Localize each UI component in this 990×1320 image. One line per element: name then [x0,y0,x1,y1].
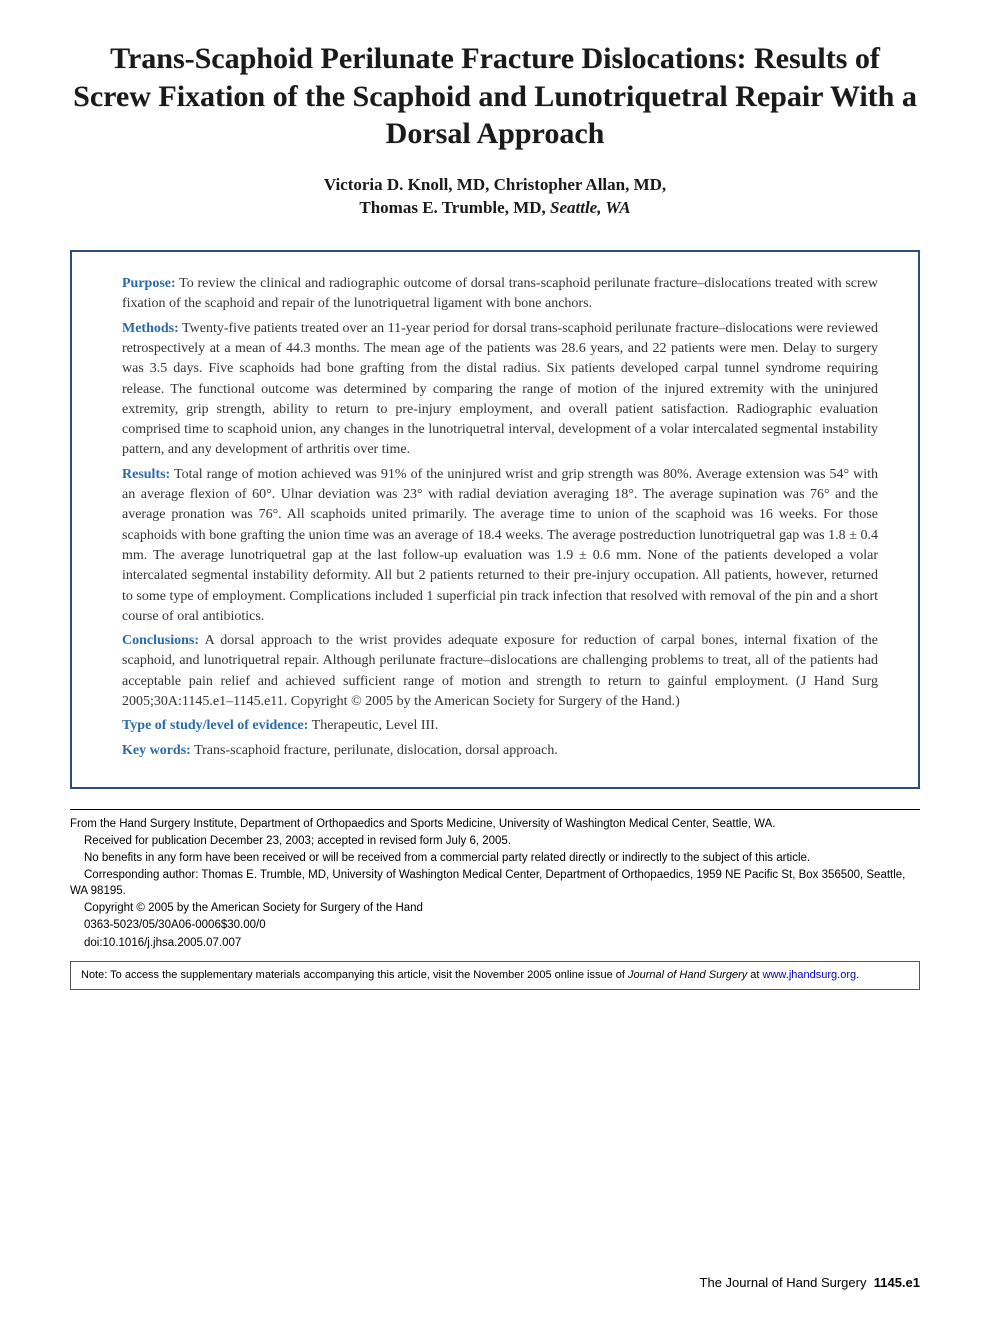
conclusions-label: Conclusions: [122,633,199,648]
keywords-label: Key words: [122,743,191,758]
results-text: Total range of motion achieved was 91% o… [122,467,878,624]
page-footer: The Journal of Hand Surgery 1145.e1 [700,1275,920,1290]
note-link[interactable]: www.jhandsurg.org [763,969,857,981]
abstract-conclusions: Conclusions: A dorsal approach to the wr… [122,631,878,712]
footer-benefits: No benefits in any form have been receiv… [70,850,920,866]
abstract-study-type: Type of study/level of evidence: Therape… [122,716,878,736]
conclusions-text: A dorsal approach to the wrist provides … [122,633,878,709]
footer-affiliation: From the Hand Surgery Institute, Departm… [70,816,920,832]
methods-label: Methods: [122,321,179,336]
supplementary-note: Note: To access the supplementary materi… [70,961,920,990]
note-suffix: . [856,969,859,981]
abstract-purpose: Purpose: To review the clinical and radi… [122,274,878,315]
authors-line2: Thomas E. Trumble, MD, [359,198,550,217]
keywords-text: Trans-scaphoid fracture, perilunate, dis… [191,743,558,758]
page-footer-number: 1145.e1 [874,1275,920,1290]
abstract-keywords: Key words: Trans-scaphoid fracture, peri… [122,741,878,761]
footer-issn: 0363-5023/05/30A06-0006$30.00/0 [70,917,920,933]
note-journal: Journal of Hand Surgery [628,969,747,981]
study-type-label: Type of study/level of evidence: [122,718,308,733]
methods-text: Twenty-five patients treated over an 11-… [122,321,878,458]
results-label: Results: [122,467,170,482]
page-footer-journal: The Journal of Hand Surgery [700,1275,867,1290]
authors-line1: Victoria D. Knoll, MD, Christopher Allan… [324,175,666,194]
footer-copyright: Copyright © 2005 by the American Society… [70,900,920,916]
footer-corresponding: Corresponding author: Thomas E. Trumble,… [70,867,920,899]
article-title: Trans-Scaphoid Perilunate Fracture Dislo… [70,40,920,153]
note-prefix: Note: To access the supplementary materi… [81,969,628,981]
study-type-text: Therapeutic, Level III. [308,718,438,733]
footer-doi: doi:10.1016/j.jhsa.2005.07.007 [70,935,920,951]
footer-info: From the Hand Surgery Institute, Departm… [70,809,920,951]
purpose-label: Purpose: [122,276,176,291]
abstract-box: Purpose: To review the clinical and radi… [70,250,920,789]
footer-received: Received for publication December 23, 20… [70,833,920,849]
authors-block: Victoria D. Knoll, MD, Christopher Allan… [70,173,920,221]
abstract-methods: Methods: Twenty-five patients treated ov… [122,319,878,461]
purpose-text: To review the clinical and radiographic … [122,276,878,311]
authors-location: Seattle, WA [550,198,631,217]
note-middle: at [747,969,762,981]
abstract-results: Results: Total range of motion achieved … [122,465,878,627]
